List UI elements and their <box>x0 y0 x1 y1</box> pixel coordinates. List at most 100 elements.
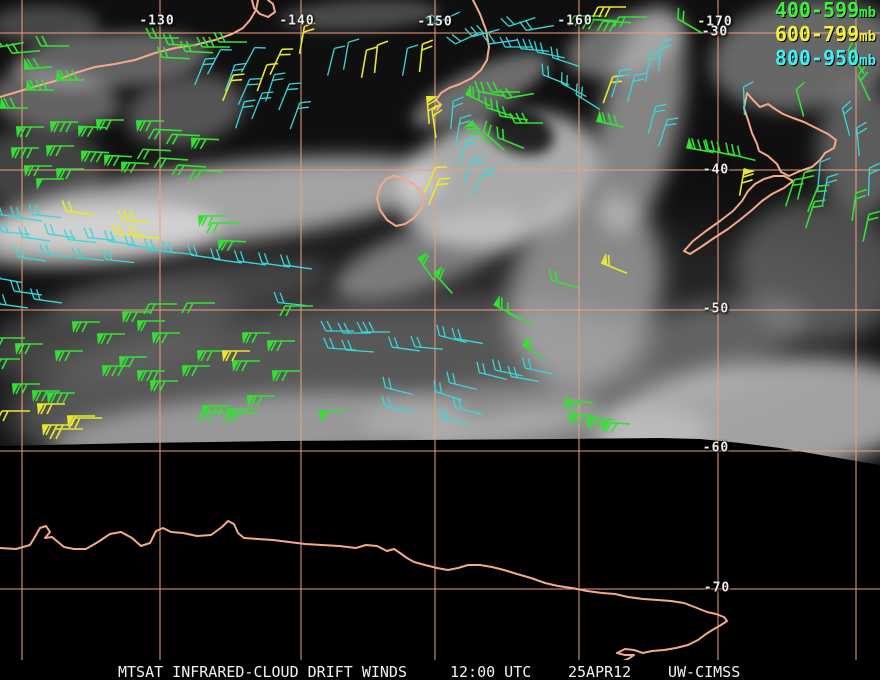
latitude-label: -70 <box>703 580 731 596</box>
wind-barb <box>43 223 76 239</box>
wind-barb <box>152 332 180 344</box>
wind-barb <box>279 305 313 317</box>
wind-barb <box>401 44 419 76</box>
wind-barb <box>500 16 536 27</box>
wind-barb <box>289 100 311 130</box>
wind-barb <box>796 169 816 200</box>
latitude-label: -60 <box>702 440 730 456</box>
wind-barb <box>171 164 207 176</box>
wind-barb <box>519 20 554 32</box>
wind-barb <box>677 7 703 34</box>
wind-barb <box>486 81 520 93</box>
wind-barb <box>190 137 220 150</box>
wind-barb <box>278 82 301 111</box>
wind-barb <box>464 24 500 38</box>
wind-barb <box>463 155 486 184</box>
wind-barb <box>463 120 489 144</box>
caption-bar: MTSAT INFRARED-CLOUD DRIFT WINDS 12:00 U… <box>0 660 880 680</box>
wind-barb <box>602 74 624 104</box>
wind-barb <box>206 48 232 75</box>
longitude-label: -130 <box>139 13 175 29</box>
wind-barb <box>795 81 806 117</box>
wind-barb <box>242 332 270 344</box>
wind-barb <box>657 38 673 71</box>
wind-barb <box>232 360 260 372</box>
wind-barb <box>847 40 865 74</box>
wind-barb <box>496 126 525 149</box>
wind-barb <box>0 221 31 235</box>
wind-barb <box>856 121 868 157</box>
coastline-australia-south-coast <box>0 0 259 98</box>
wind-barb <box>235 99 256 129</box>
wind-barb <box>548 269 579 289</box>
wind-barb <box>611 68 632 98</box>
wind-barb <box>147 128 183 140</box>
legend-item-mid: 600-799mb <box>775 24 876 48</box>
wind-barb <box>17 226 50 242</box>
wind-barb <box>26 79 54 91</box>
wind-barb <box>237 78 261 106</box>
wind-barb <box>251 91 274 120</box>
cloud-mass <box>817 85 880 215</box>
wind-barb <box>725 142 756 162</box>
longitude-label: -170 <box>697 14 733 30</box>
wind-barb <box>516 38 550 52</box>
legend-label: 800-950 <box>774 46 860 70</box>
coastline-antarctica-coast <box>0 520 728 654</box>
wind-barb <box>36 178 64 190</box>
legend-unit: mb <box>859 29 876 45</box>
legend-item-low: 800-950mb <box>775 48 876 72</box>
wind-barb <box>13 246 46 262</box>
wind-barb <box>46 145 74 157</box>
pressure-level-legend: 400-599mb 600-799mb 800-950mb <box>775 0 876 72</box>
wind-barb <box>601 421 631 434</box>
wind-barb <box>103 154 133 167</box>
wind-barb <box>47 392 75 404</box>
wind-barb <box>647 103 667 134</box>
wind-barb <box>11 147 39 159</box>
wind-barb <box>471 168 497 195</box>
wind-barb <box>15 343 43 355</box>
wind-barb <box>68 417 102 429</box>
caption-date: 25APR12 <box>568 663 632 680</box>
wind-barb <box>533 41 565 59</box>
wind-barb <box>197 350 225 362</box>
wind-barb <box>103 230 136 246</box>
wind-barb <box>319 410 347 422</box>
wind-barb <box>550 46 580 67</box>
wind-barb <box>269 48 294 76</box>
legend-label: 600-799 <box>774 22 860 46</box>
wind-barb <box>458 136 479 166</box>
wind-barb <box>156 46 191 60</box>
wind-barb <box>71 247 105 261</box>
wind-barb <box>96 119 124 131</box>
wind-barb <box>484 96 514 118</box>
coastline-gulf-inlet <box>251 0 276 18</box>
wind-barb <box>382 376 413 396</box>
wind-barb <box>742 81 754 116</box>
legend-unit: mb <box>859 53 876 69</box>
wind-barb <box>387 336 420 352</box>
longitude-label: -160 <box>557 13 593 29</box>
wind-barb <box>425 95 439 125</box>
wind-barb <box>738 168 756 196</box>
wind-barb <box>521 357 553 375</box>
wind-barb <box>9 280 42 296</box>
wind-barb <box>423 166 448 194</box>
wind-barb <box>560 72 587 98</box>
wind-barb <box>564 398 593 411</box>
cloud-mass <box>0 5 100 45</box>
wind-barb <box>596 110 624 128</box>
wind-barb <box>851 188 867 221</box>
legend-unit: mb <box>859 5 876 21</box>
wind-barb <box>179 40 214 54</box>
wind-barb <box>111 223 145 238</box>
wind-barb <box>857 66 871 102</box>
wind-barb <box>821 173 839 205</box>
wind-barb <box>521 335 547 361</box>
wind-barb <box>482 120 505 151</box>
wind-barb <box>240 46 266 73</box>
wind-barb <box>227 408 255 420</box>
wind-barb <box>42 424 70 436</box>
wind-barb <box>575 83 601 110</box>
